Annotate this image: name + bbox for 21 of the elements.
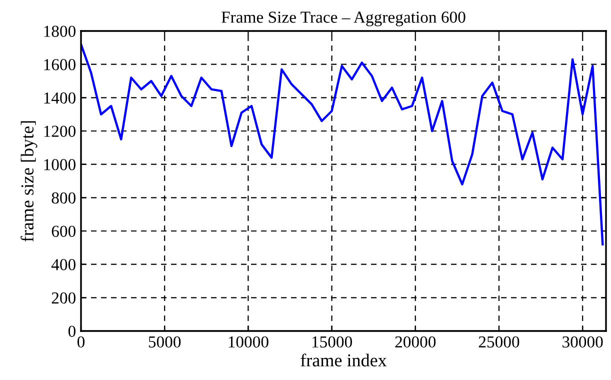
x-tick-label: 10000 [228,336,268,348]
y-axis-title: frame size [byte] [20,121,38,242]
y-tick-label: 400 [51,259,76,270]
x-axis-title: frame index [300,354,387,366]
chart-title: Frame Size Trace – Aggregation 600 [222,12,466,26]
y-tick-label: 0 [68,326,76,337]
x-tick-label: 5000 [148,336,181,348]
y-tick-label: 800 [52,192,76,204]
x-tick-label: 30000 [562,336,603,348]
y-tick-label: 1400 [44,92,76,104]
y-tick-label: 600 [52,226,76,237]
x-tick-label: 20000 [395,336,436,348]
x-tick-label: 0 [77,336,85,348]
y-tick-label: 1000 [44,159,76,170]
x-tick-label: 15000 [312,336,352,348]
y-tick-label: 1800 [44,26,76,37]
x-tick-label: 25000 [478,336,520,348]
y-tick-label: 1200 [44,126,76,137]
y-tick-label: 200 [52,292,76,304]
y-tick-label: 1600 [44,59,76,70]
line-series [81,43,604,246]
